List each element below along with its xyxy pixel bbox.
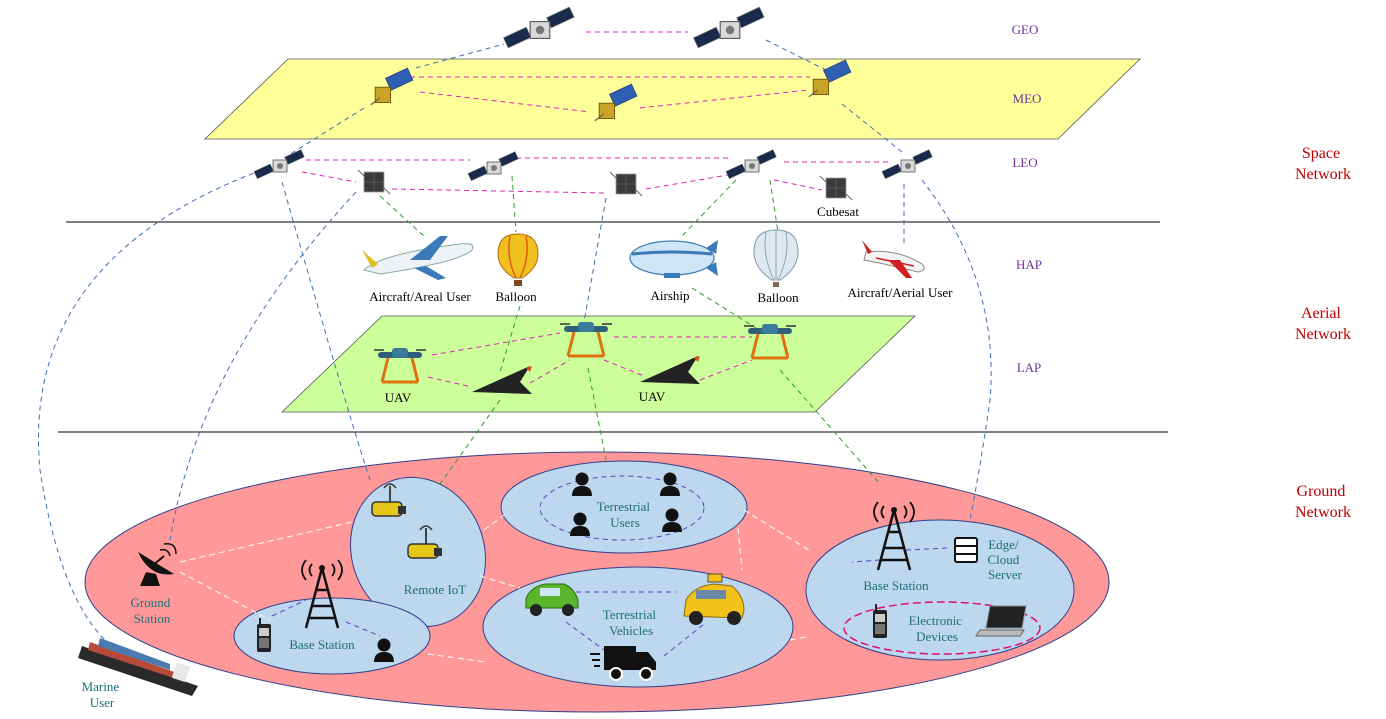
- cubesat-3-icon: [819, 175, 853, 201]
- terrestrial-users-label: Terrestrial Users: [597, 499, 653, 530]
- balloon-left-label: Balloon: [495, 289, 537, 304]
- layer-label-geo: GEO: [1012, 22, 1039, 37]
- electronic-devices-ring: [843, 601, 1041, 655]
- meo-plane: [204, 58, 1141, 140]
- electronic-devices-label: Electronic Devices: [909, 613, 966, 644]
- aircraft-right-label: Aircraft/Aerial User: [847, 285, 953, 300]
- space-network-label: Space Network: [1295, 145, 1351, 183]
- marine-user-label: Marine User: [82, 679, 123, 710]
- ground-network-label: Ground Network: [1295, 483, 1351, 521]
- delivery-truck-icon: [590, 646, 656, 681]
- airship-label: Airship: [651, 288, 690, 303]
- leo-satellite-1-icon: [253, 149, 305, 180]
- cubesat-2-icon: [609, 171, 643, 197]
- remote-iot-label: Remote IoT: [404, 582, 467, 597]
- ground-station-label: Ground Station: [131, 595, 174, 626]
- layer-label-lap: LAP: [1017, 360, 1042, 375]
- airship-icon: [629, 240, 718, 278]
- layer-label-hap: HAP: [1016, 257, 1042, 272]
- aircraft-left-icon: [362, 236, 474, 280]
- satellite-dish-icon: [138, 542, 177, 586]
- uav-right-label: UAV: [639, 389, 666, 404]
- layer-label-meo: MEO: [1013, 91, 1042, 106]
- green-car-icon: [525, 583, 579, 616]
- base-station-right-label: Base Station: [863, 578, 929, 593]
- geo-satellite-left-icon: [502, 6, 575, 49]
- aircraft-right-icon: [862, 240, 925, 278]
- geo-satellite-right-icon: [692, 6, 765, 49]
- cubesat-label: Cubesat: [817, 204, 859, 219]
- leo-satellite-2-icon: [467, 151, 519, 182]
- layer-label-leo: LEO: [1012, 155, 1037, 170]
- balloon-right-icon: [753, 229, 799, 287]
- taxi-icon: [683, 573, 745, 625]
- base-station-left-label: Base Station: [289, 637, 355, 652]
- balloon-right-label: Balloon: [757, 290, 799, 305]
- server-icon: [954, 537, 978, 563]
- laptop-icon: [975, 605, 1027, 637]
- terrestrial-vehicles-label: Terrestrial Vehicles: [603, 607, 659, 638]
- edge-cloud-server-label: Edge/ Cloud Server: [987, 537, 1022, 582]
- balloon-left-icon: [497, 233, 539, 286]
- aircraft-left-label: Aircraft/Areal User: [369, 289, 471, 304]
- leo-satellite-3-icon: [725, 149, 777, 180]
- cargo-ship-icon: [78, 638, 198, 696]
- cubesat-1-icon: [357, 169, 391, 195]
- uav-left-label: UAV: [385, 390, 412, 405]
- leo-satellite-4-icon: [881, 149, 933, 180]
- aerial-network-label: Aerial Network: [1295, 305, 1351, 343]
